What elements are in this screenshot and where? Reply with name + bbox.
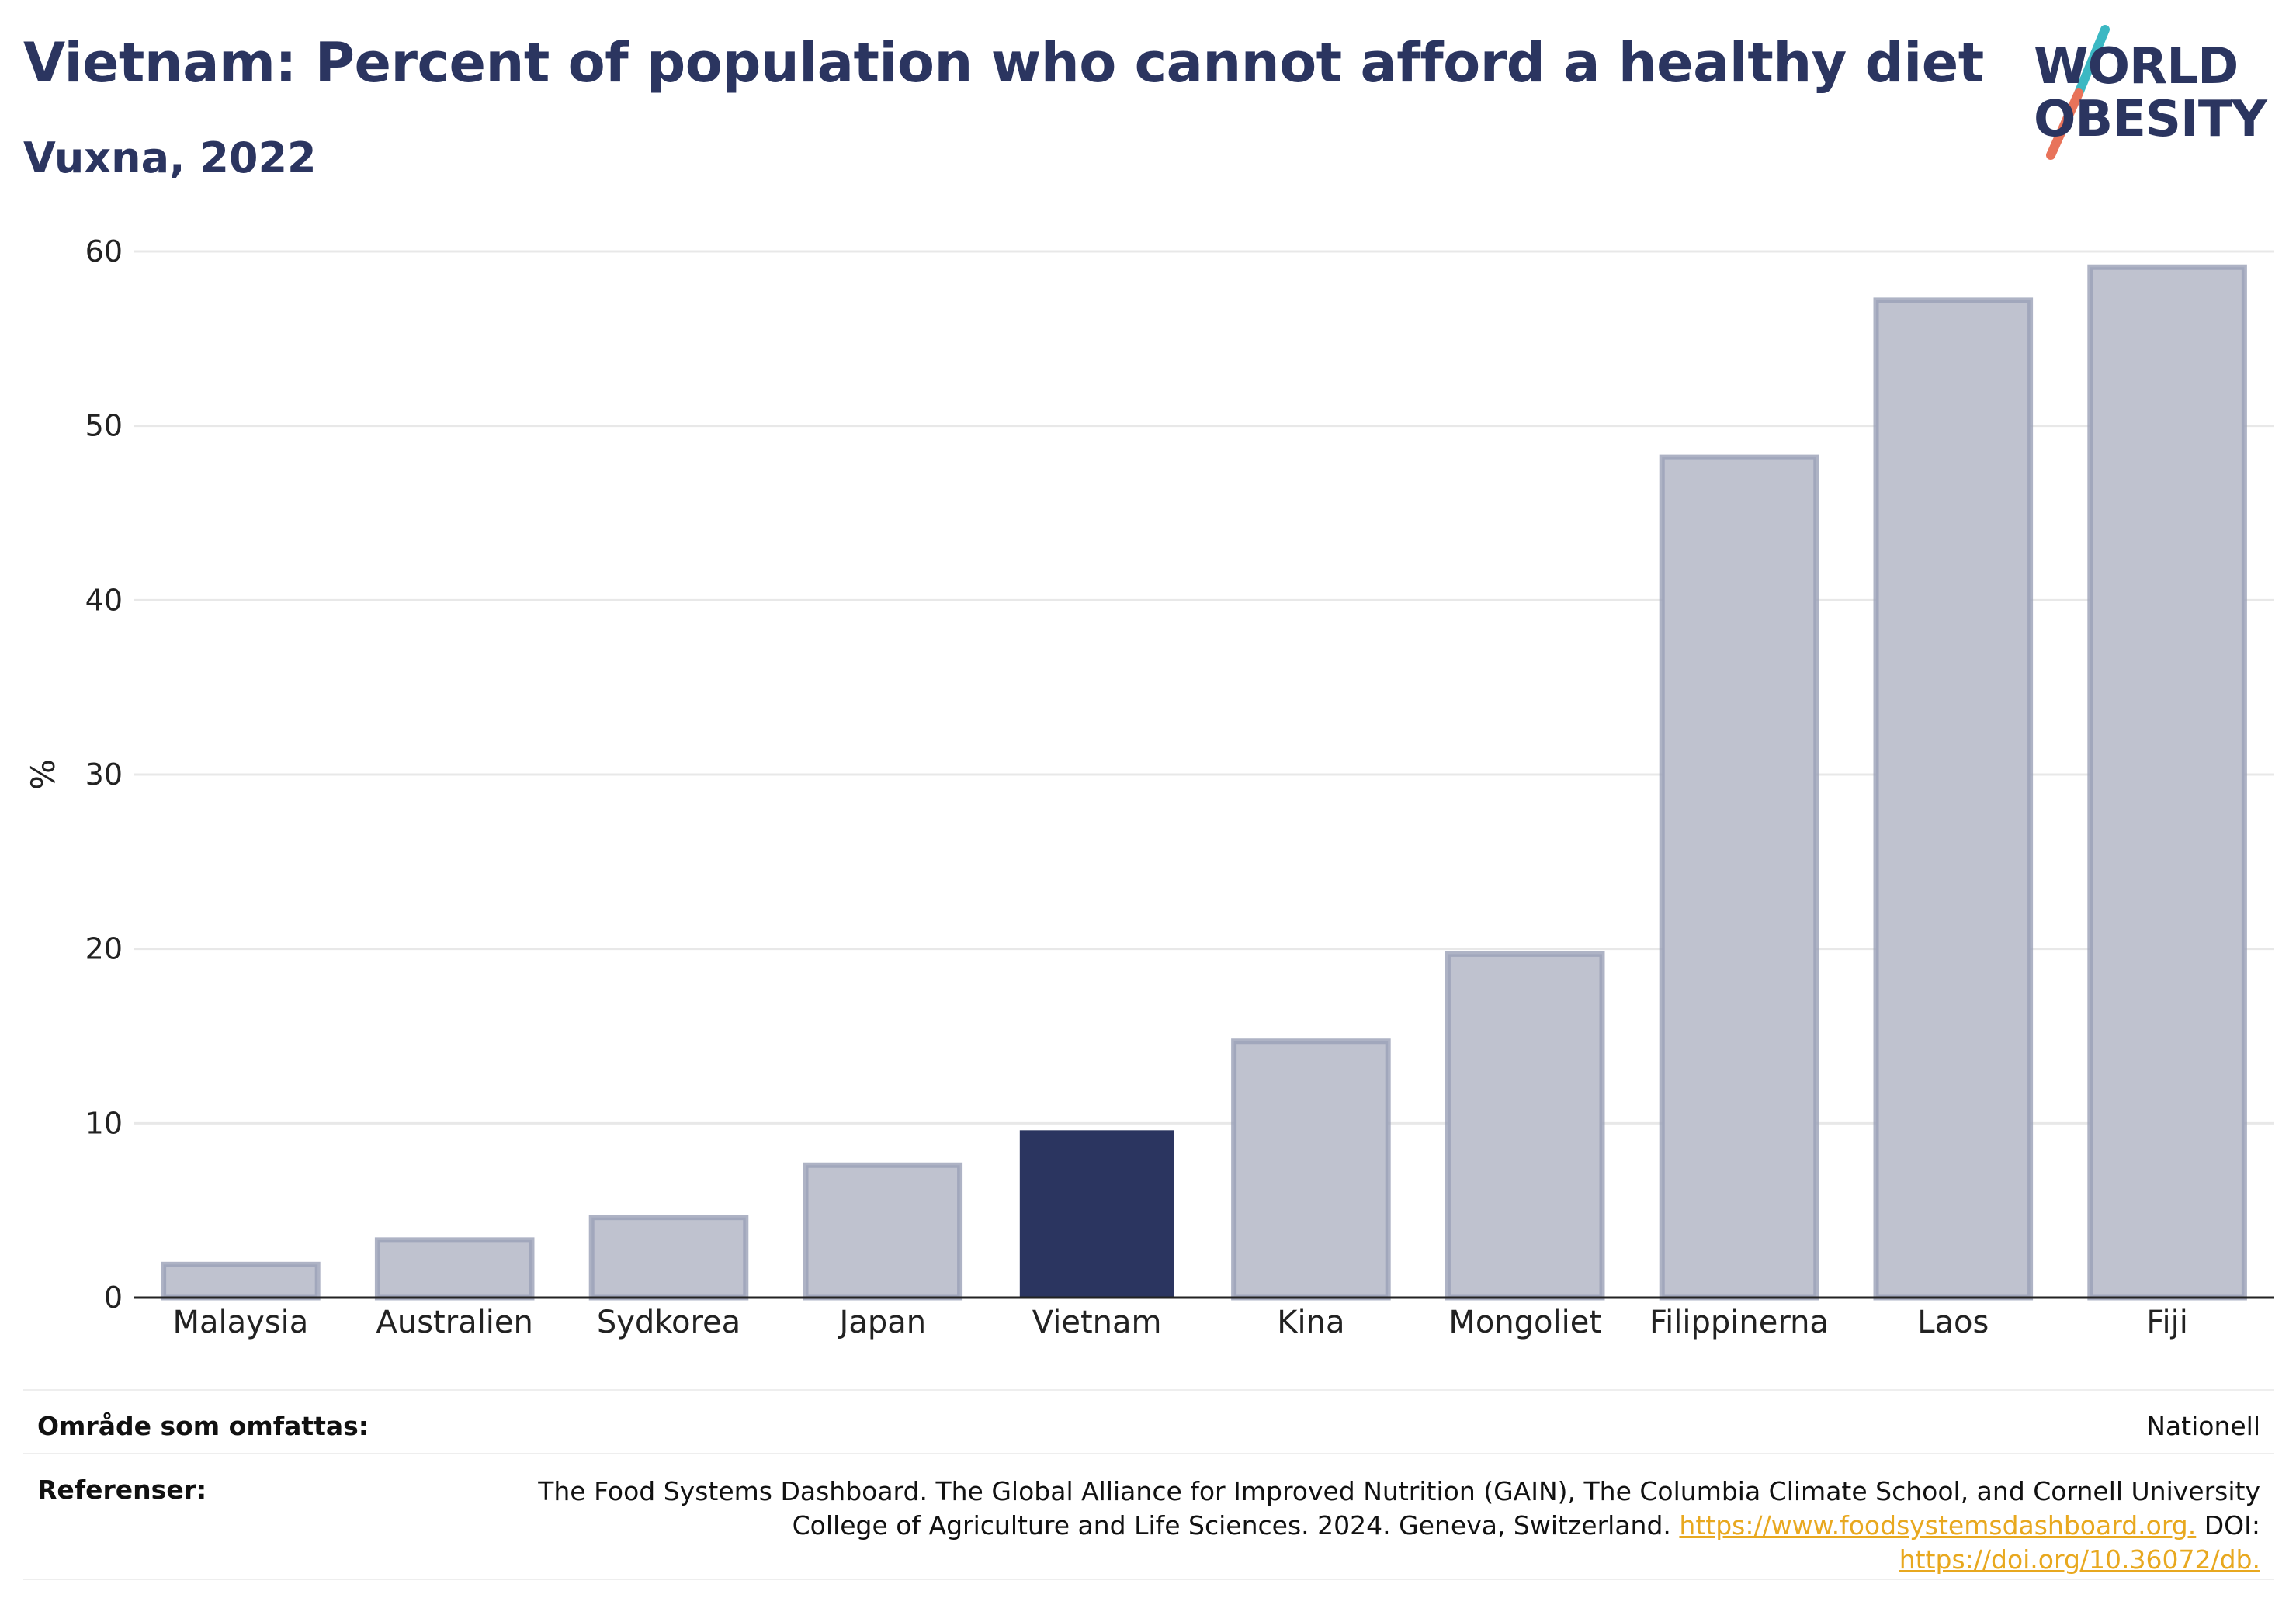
y-tick-label: 10 [85, 1106, 123, 1140]
logo-slash-icon [2046, 25, 2110, 160]
bar-fiji [2087, 264, 2247, 1301]
references-label: Referenser: [37, 1475, 207, 1505]
bar-filippinerna [1659, 454, 1819, 1301]
bar-malaysia [161, 1261, 321, 1301]
bar-chart: 0 10 20 30 40 50 60% Malaysia Australien Sydkorea… [24, 234, 2274, 1340]
bar-laos [1873, 297, 2034, 1301]
doi-link[interactable]: https://doi.org/10.36072/db. [1899, 1544, 2260, 1575]
y-tick-label: 30 [85, 757, 123, 792]
x-tick-label: Mongoliet [1448, 1305, 1601, 1340]
world-obesity-logo: WORLD OBESITY [2018, 23, 2282, 163]
coverage-label: Område som omfattas: [37, 1411, 369, 1441]
y-axis-title: % [24, 759, 62, 790]
x-tick-label: Filippinerna [1649, 1305, 1829, 1340]
x-tick-label: Laos [1917, 1305, 1989, 1340]
logo-line-2: OBESITY [2034, 91, 2267, 148]
bar-kina [1231, 1038, 1391, 1301]
references-text-block: The Food Systems Dashboard. The Global A… [475, 1475, 2260, 1577]
x-tick-label: Malaysia [173, 1305, 309, 1340]
bar-sydkorea [588, 1215, 749, 1301]
coverage-row: Område som omfattas: Nationell [23, 1389, 2274, 1453]
bar-mongoliet [1445, 951, 1605, 1301]
doi-prefix: DOI: [2204, 1510, 2260, 1541]
x-tick-label: Australien [376, 1305, 533, 1340]
x-tick-label: Kina [1277, 1305, 1344, 1340]
coverage-value: Nationell [2146, 1411, 2260, 1441]
chart-subtitle: Vuxna, 2022 [23, 133, 317, 182]
x-tick-label: Sydkorea [597, 1305, 740, 1340]
chart-title: Vietnam: Percent of population who canno… [23, 31, 1984, 95]
x-tick-label: Fiji [2146, 1305, 2187, 1340]
x-tick-label: Japan [838, 1305, 927, 1340]
references-text: The Food Systems Dashboard. The Global A… [538, 1476, 2260, 1541]
bar-vietnam [1019, 1130, 1174, 1298]
y-tick-label: 20 [85, 932, 123, 966]
bar-japan [803, 1162, 963, 1301]
y-tick-label: 60 [85, 234, 123, 269]
y-tick-label: 0 [104, 1281, 123, 1315]
foodsystems-link[interactable]: https://www.foodsystemsdashboard.org. [1679, 1510, 2197, 1541]
references-row: Referenser: The Food Systems Dashboard. … [23, 1453, 2274, 1580]
x-tick-label: Vietnam [1032, 1305, 1162, 1340]
y-tick-label: 40 [85, 583, 123, 617]
y-tick-label: 50 [85, 409, 123, 443]
bar-australien [374, 1237, 535, 1301]
logo-line-1: WORLD [2034, 38, 2239, 95]
